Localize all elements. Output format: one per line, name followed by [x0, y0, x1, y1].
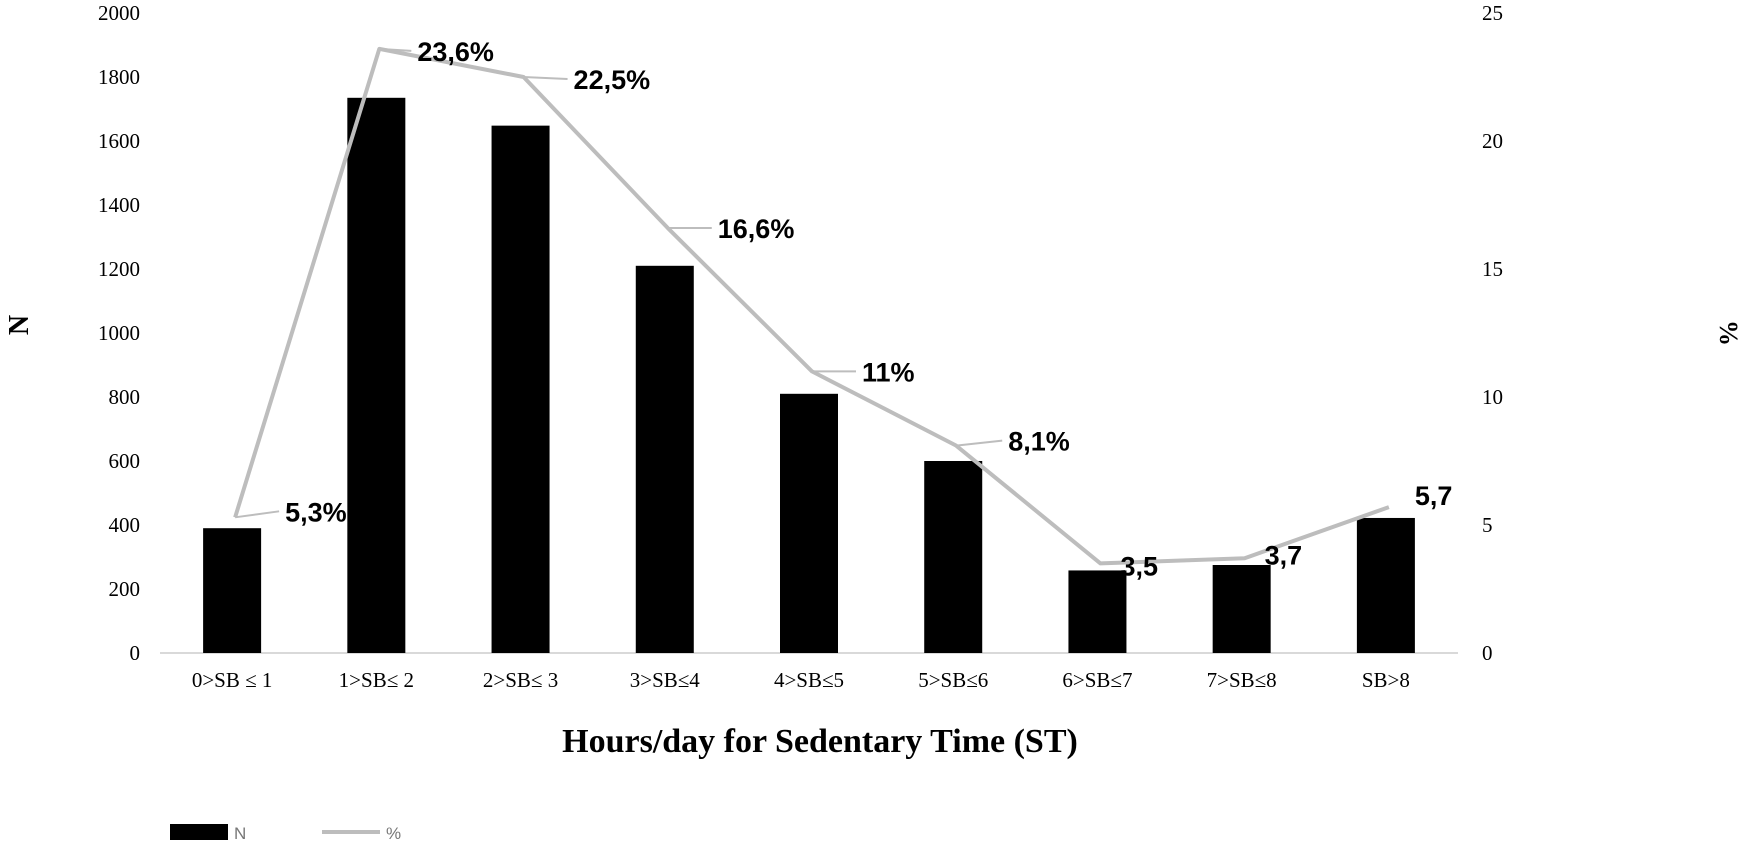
bar-8	[1212, 565, 1271, 653]
y-tick-label-right: 0	[1482, 641, 1493, 665]
y-tick-label-left: 1600	[98, 129, 140, 153]
x-tick-label: 1>SB≤ 2	[339, 668, 414, 692]
y-axis-title-right: %	[1714, 320, 1743, 346]
y-axis-title-left: N	[4, 315, 35, 335]
y-tick-label-right: 25	[1482, 1, 1503, 25]
data-label: 11%	[862, 357, 915, 387]
y-tick-label-right: 5	[1482, 513, 1493, 537]
data-label: 23,6%	[417, 37, 494, 67]
x-tick-label: 2>SB≤ 3	[483, 668, 558, 692]
y-tick-label-left: 2000	[98, 1, 140, 25]
y-tick-label-left: 400	[109, 513, 141, 537]
y-tick-label-left: 1000	[98, 321, 140, 345]
data-label: 8,1%	[1008, 427, 1070, 457]
data-label: 22,5%	[574, 65, 651, 95]
y-tick-label-right: 10	[1482, 385, 1503, 409]
y-tick-label-left: 800	[109, 385, 141, 409]
bar-5	[780, 393, 838, 653]
bar-3	[491, 125, 550, 653]
data-label: 5,7	[1415, 481, 1453, 511]
y-tick-label-left: 600	[109, 449, 141, 473]
data-label: 16,6%	[718, 214, 795, 244]
bar-1	[203, 528, 262, 653]
y-tick-label-left: 1800	[98, 65, 140, 89]
data-label-leader	[234, 510, 280, 519]
x-tick-label: 0>SB ≤ 1	[192, 668, 273, 692]
y-tick-label-right: 15	[1482, 257, 1503, 281]
data-label-leader	[956, 439, 1003, 447]
y-tick-label-right: 20	[1482, 129, 1503, 153]
x-tick-label: 3>SB≤4	[630, 668, 701, 692]
legend-label-percent: %	[386, 824, 401, 843]
x-tick-label: 4>SB≤5	[774, 668, 844, 692]
legend-swatch-n	[170, 824, 228, 840]
y-tick-label-left: 1400	[98, 193, 140, 217]
x-axis-title: Hours/day for Sedentary Time (ST)	[562, 723, 1078, 760]
y-tick-label-left: 200	[109, 577, 141, 601]
x-tick-label: SB>8	[1362, 668, 1410, 692]
legend-label-n: N	[234, 824, 246, 843]
data-label-leader	[523, 76, 568, 80]
bar-2	[347, 97, 406, 654]
x-tick-label: 7>SB≤8	[1207, 668, 1277, 692]
bar-9	[1356, 517, 1415, 653]
x-tick-label: 5>SB≤6	[918, 668, 988, 692]
data-label: 3,5	[1120, 551, 1158, 581]
bar-7	[1068, 570, 1127, 653]
bar-4	[635, 265, 694, 653]
data-label: 3,7	[1265, 540, 1303, 570]
data-label-leader	[379, 47, 412, 52]
x-tick-label: 6>SB≤7	[1062, 668, 1132, 692]
y-tick-label-left: 1200	[98, 257, 140, 281]
data-label: 5,3%	[285, 497, 347, 527]
y-tick-label-left: 0	[130, 641, 141, 665]
bar-6	[924, 461, 983, 653]
